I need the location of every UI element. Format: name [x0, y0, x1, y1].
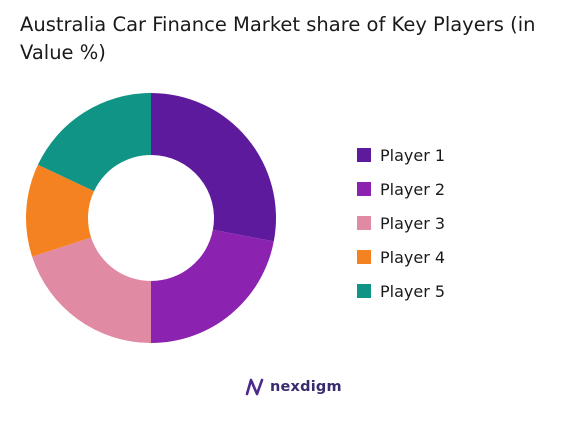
legend-item-5: Player 5	[357, 274, 445, 308]
legend-item-2: Player 2	[357, 172, 445, 206]
legend-label: Player 2	[380, 179, 446, 199]
legend-item-1: Player 1	[357, 138, 445, 172]
legend-label: Player 4	[380, 247, 446, 267]
legend-swatch	[357, 250, 371, 264]
donut-slice-2	[151, 229, 274, 343]
donut-slice-4	[25, 164, 94, 257]
donut-slice-1	[151, 93, 277, 242]
nexdigm-logo-icon	[245, 378, 264, 396]
legend-swatch	[357, 216, 371, 230]
logo-text: nexdigm	[270, 379, 342, 395]
brand-logo: nexdigm	[245, 378, 342, 396]
legend-label: Player 5	[380, 281, 446, 301]
legend-label: Player 1	[380, 145, 446, 165]
legend-item-3: Player 3	[357, 206, 445, 240]
legend-swatch	[357, 182, 371, 196]
donut-slice-3	[32, 237, 151, 343]
legend-label: Player 3	[380, 213, 446, 233]
chart-title: Australia Car Finance Market share of Ke…	[20, 13, 536, 64]
legend-swatch	[357, 148, 371, 162]
legend-item-4: Player 4	[357, 240, 445, 274]
legend-swatch	[357, 284, 371, 298]
chart-legend: Player 1 Player 2 Player 3 Player 4 Player 5	[357, 138, 445, 308]
donut-slice-5	[37, 92, 151, 192]
